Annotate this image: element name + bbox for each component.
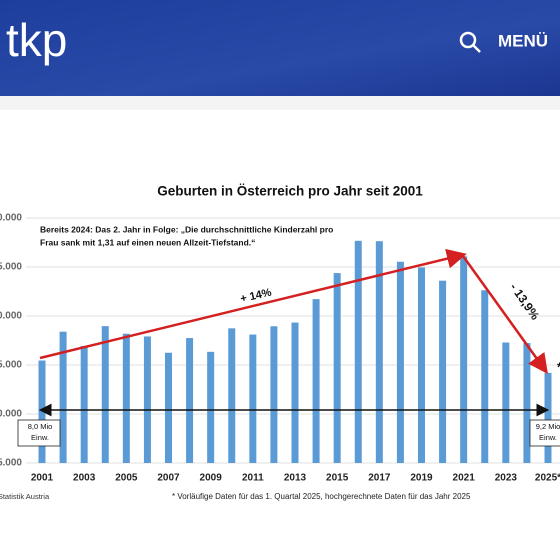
bar <box>228 328 236 463</box>
x-tick-label: 2005 <box>115 473 138 484</box>
y-tick-label: 70.000 <box>0 409 22 420</box>
population-box <box>17 419 61 447</box>
bar <box>439 280 447 463</box>
bar <box>460 256 468 463</box>
fall-label: - 13,9% <box>507 281 542 323</box>
bar <box>249 334 257 463</box>
footnote: * Vorläufige Daten für das 1. Quartal 20… <box>172 492 471 501</box>
x-tick-label: 2017 <box>368 473 391 484</box>
x-tick-label: 2015 <box>326 473 349 484</box>
trend-arrow <box>39 248 467 360</box>
bar <box>59 331 67 463</box>
x-tick-label: 2021 <box>453 473 476 484</box>
bar <box>523 343 531 463</box>
search-icon[interactable] <box>459 31 481 53</box>
menu-button[interactable]: MENÜ <box>498 31 548 50</box>
bar <box>291 322 299 463</box>
bar <box>333 273 341 463</box>
bar <box>354 240 362 463</box>
header-shadow <box>0 96 560 110</box>
y-tick-label: 75.000 <box>0 360 22 371</box>
population-label: Einw. <box>31 433 49 442</box>
bar <box>270 326 278 463</box>
source: Quelle: Statistik Austria <box>0 492 50 501</box>
bar <box>80 345 88 463</box>
bar <box>165 352 172 463</box>
population-box <box>529 419 560 447</box>
x-tick-label: 2019 <box>410 473 433 484</box>
population-label: Einw. <box>539 433 557 442</box>
y-tick-label: 65.000 <box>0 458 22 469</box>
bar <box>101 326 109 463</box>
bar <box>481 290 489 463</box>
bar <box>38 360 46 463</box>
subtitle: Bereits 2024: Das 2. Jahr in Folge: „Die… <box>40 224 333 234</box>
bar <box>122 333 130 463</box>
chart: Geburten in Österreich pro Jahr seit 200… <box>0 184 560 501</box>
y-tick-label: 80.000 <box>0 311 22 322</box>
x-tick-label: 2007 <box>157 473 180 484</box>
x-tick-label: 2009 <box>200 473 223 484</box>
chart-title: Geburten in Österreich pro Jahr seit 200… <box>157 184 423 199</box>
x-tick-label: 2025* <box>535 473 560 484</box>
x-tick-label: 2013 <box>284 473 307 484</box>
bar <box>396 261 404 463</box>
population-label: 8,0 Mio <box>28 422 53 431</box>
bar <box>143 336 151 463</box>
x-tick-label: 2011 <box>242 473 264 484</box>
bar <box>186 338 194 463</box>
y-tick-label: 90.000 <box>0 213 22 224</box>
bar <box>375 241 383 463</box>
bar <box>418 267 425 463</box>
subtitle: Frau sank mit 1,31 auf einen neuen Allze… <box>40 237 255 247</box>
y-tick-label: 85.000 <box>0 262 22 273</box>
x-tick-label: 2001 <box>31 473 54 484</box>
bar <box>207 351 215 463</box>
population-label: 9,2 Mio <box>536 422 560 431</box>
x-tick-label: 2003 <box>73 473 96 484</box>
bar <box>544 372 552 463</box>
logo[interactable]: tkp <box>6 14 67 66</box>
bar <box>502 342 510 463</box>
bar <box>312 299 320 463</box>
trend-arrow <box>461 255 548 375</box>
star-label: * <box>557 359 560 374</box>
x-tick-label: 2023 <box>495 473 518 484</box>
